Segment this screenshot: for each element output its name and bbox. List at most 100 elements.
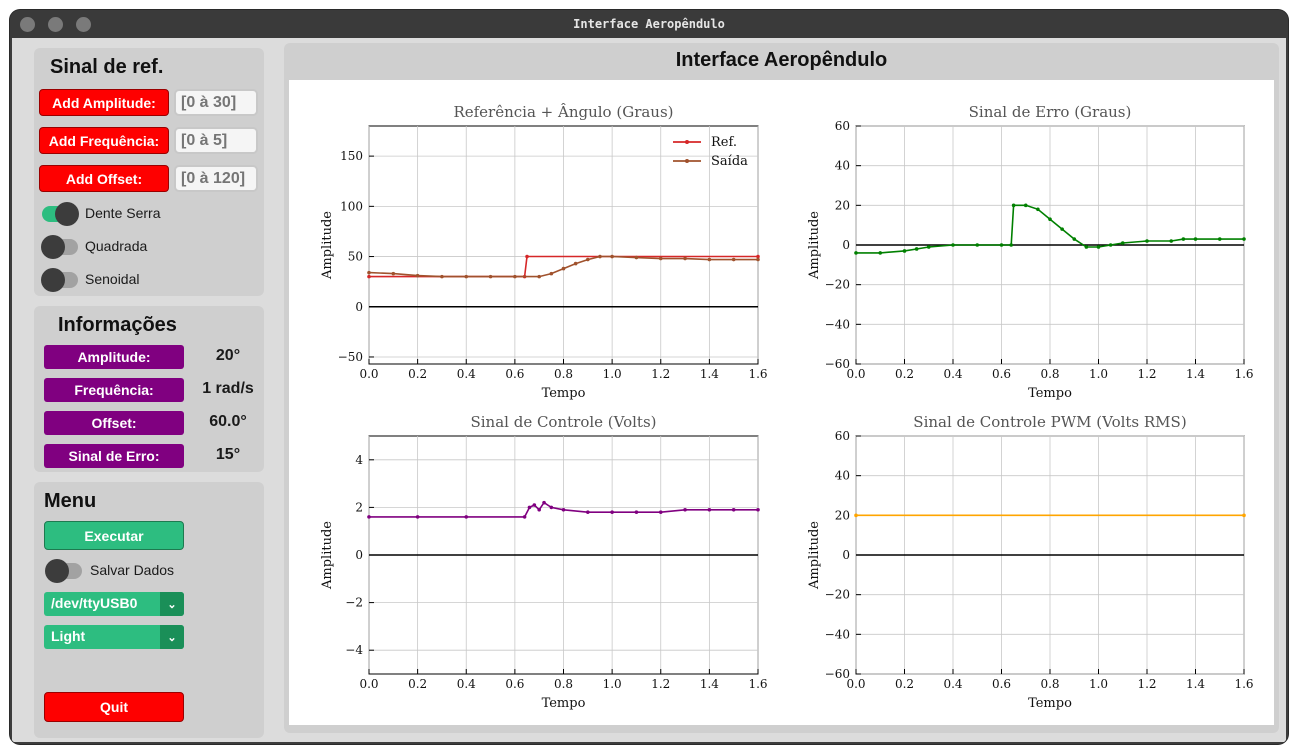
add-frequency-button[interactable]: Add Frequência: [39,127,169,154]
theme-select[interactable]: Light ⌄ [44,625,184,649]
plot-area: 0.0 0.2 0.4 0.6 0.8 1.0 1.2 1.4 1.6 −50 0 50 100 150 R… [289,80,1274,725]
data-point [610,510,614,514]
x-tick-label: 0.4 [457,367,476,381]
x-tick-label: 0.2 [895,367,914,381]
add-amplitude-button[interactable]: Add Amplitude: [39,89,169,116]
data-point [532,503,537,507]
legend-marker [685,159,689,163]
sidebar: Sinal de ref. Add Amplitude: Add Frequên… [12,38,274,742]
y-tick-label: 0 [842,238,850,252]
add-offset-button[interactable]: Add Offset: [39,165,169,192]
x-tick-label: 0.6 [505,677,524,691]
info-offset-value: 60.0° [209,413,247,430]
info-frequency-value: 1 rad/s [202,380,254,397]
amplitude-input[interactable] [174,89,258,116]
x-tick-label: 1.6 [748,367,767,381]
save-data-switch[interactable] [45,559,82,583]
data-point [1011,203,1016,208]
main-panel: Interface Aeropêndulo 0.0 0.2 0.4 0.6 0.8 1.0… [284,43,1279,733]
data-point [731,257,736,262]
data-point [854,513,858,518]
run-button[interactable]: Executar [44,521,184,550]
legend-label: Saída [711,154,748,169]
data-point [1060,227,1064,231]
ref-panel-title: Sinal de ref. [50,56,164,78]
sawtooth-label: Dente Serra [85,205,161,221]
data-point [756,507,760,512]
data-point [1108,243,1113,247]
data-point [440,274,444,279]
x-tick-label: 1.2 [1137,367,1156,381]
x-tick-label: 1.2 [1137,677,1156,691]
data-point [1242,237,1246,241]
x-tick-label: 1.0 [603,677,622,691]
data-point [1120,241,1125,245]
x-tick-label: 0.0 [359,367,378,381]
sine-switch[interactable] [41,268,78,292]
frequency-input[interactable] [174,127,258,154]
data-point [549,271,554,276]
chart-1: 0.0 0.2 0.4 0.6 0.8 1.0 1.2 1.4 1.6 −50 0 50 100 150 R… [320,103,768,401]
square-switch[interactable] [41,235,78,259]
data-point [683,507,687,512]
data-point [1193,237,1198,241]
data-point [1145,239,1149,243]
x-tick-label: 0.8 [554,367,573,381]
switch-knob [41,268,65,292]
x-tick-label: 0.0 [359,677,378,691]
chevron-down-icon[interactable]: ⌄ [160,625,184,649]
y-tick-label: −40 [825,317,850,331]
maximize-window-button[interactable] [76,17,91,32]
data-point [1169,239,1174,243]
window-title: Interface Aeropêndulo [573,17,725,31]
chart-xlabel: Tempo [1028,386,1072,401]
data-point [1048,217,1052,222]
x-tick-label: 0.6 [505,367,524,381]
data-point [415,515,420,519]
info-amplitude-value: 20° [215,347,241,364]
series-line-2 [368,255,758,278]
sawtooth-switch[interactable] [42,202,79,226]
offset-input[interactable] [174,165,258,192]
chevron-down-icon[interactable]: ⌄ [160,592,184,616]
save-data-label: Salvar Dados [90,562,175,578]
series-line-1 [369,501,758,518]
data-point [1181,237,1186,241]
data-point [537,507,541,512]
y-tick-label: 0 [842,548,850,562]
data-point [488,274,493,279]
serial-port-select[interactable]: /dev/ttyUSB0 ⌄ [44,592,184,616]
theme-value: Light [51,628,86,644]
data-point [854,251,858,255]
x-tick-label: 1.0 [1089,677,1108,691]
data-point [1096,245,1101,249]
x-tick-label: 0.0 [846,367,865,381]
y-tick-label: 0 [355,548,363,562]
close-window-button[interactable] [20,17,35,32]
data-point [902,249,907,253]
x-tick-label: 1.4 [700,677,719,691]
legend-label: Ref. [711,135,737,150]
y-tick-label: 60 [835,429,850,443]
info-offset-label: Offset: [44,411,184,435]
info-panel-title: Informações [58,314,177,336]
chart-title: Sinal de Erro (Graus) [969,103,1132,121]
x-tick-label: 1.2 [651,677,670,691]
data-point [415,273,420,278]
chart-title: Referência + Ângulo (Graus) [453,103,673,121]
info-error-label: Sinal de Erro: [44,444,184,468]
minimize-window-button[interactable] [48,17,63,32]
serial-port-value: /dev/ttyUSB0 [51,595,138,611]
data-point [549,505,554,510]
data-point [731,507,736,512]
data-point [464,274,469,279]
data-point [542,500,546,505]
data-point [1084,245,1089,249]
data-point [391,271,396,276]
x-tick-label: 1.0 [1089,367,1108,381]
data-point [756,254,760,259]
data-point [1036,207,1040,212]
y-tick-label: −60 [825,357,850,371]
quit-button[interactable]: Quit [44,692,184,722]
y-tick-label: 100 [340,199,363,213]
